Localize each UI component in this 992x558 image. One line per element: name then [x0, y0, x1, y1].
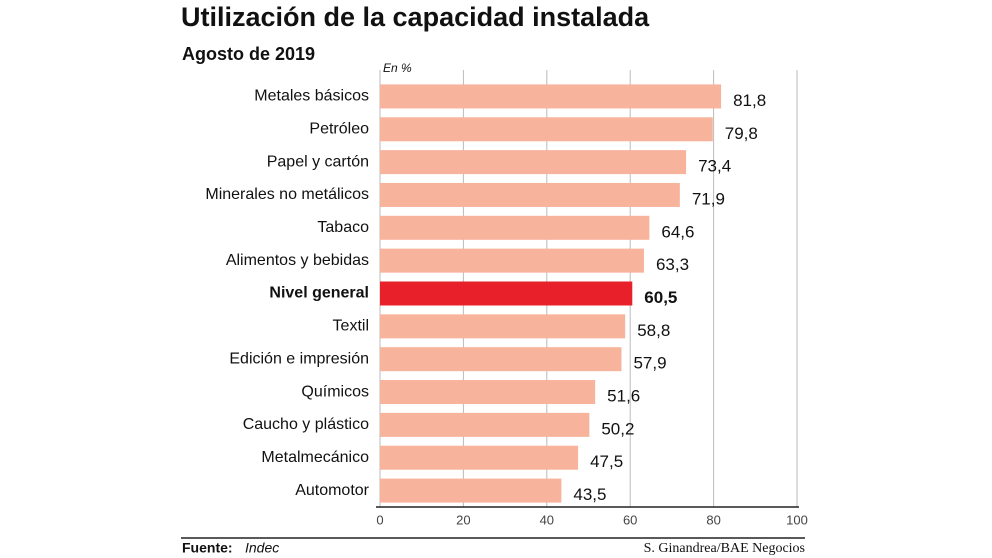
source-label: Fuente:	[182, 540, 233, 556]
bar	[380, 314, 626, 339]
chart-subtitle: Agosto de 2019	[182, 44, 315, 64]
bar	[380, 347, 622, 372]
category-label: Alimentos y bebidas	[226, 252, 369, 269]
value-label: 73,4	[698, 157, 731, 176]
bar	[380, 182, 680, 207]
category-label: Tabaco	[317, 219, 369, 236]
value-label: 57,9	[633, 354, 666, 373]
bar	[380, 215, 650, 240]
value-label: 47,5	[590, 452, 623, 471]
category-label: Metalmecánico	[261, 449, 369, 466]
x-tick-label: 100	[786, 512, 808, 527]
value-label: 79,8	[725, 124, 758, 143]
bar	[380, 412, 590, 437]
source: Indec	[245, 540, 279, 556]
value-label: 60,5	[644, 288, 677, 307]
x-tick-label: 80	[706, 512, 720, 527]
x-tick-label: 40	[540, 512, 554, 527]
bar	[380, 117, 713, 142]
category-label: Caucho y plástico	[243, 416, 369, 433]
category-label: Petróleo	[309, 120, 369, 137]
bar	[380, 281, 633, 306]
bar	[380, 84, 722, 109]
value-label: 51,6	[607, 387, 640, 406]
bar	[380, 445, 579, 470]
category-label: Edición e impresión	[229, 350, 369, 367]
value-label: 71,9	[692, 189, 725, 208]
category-label: Nivel general	[269, 285, 369, 302]
bar	[380, 380, 596, 405]
value-label: 58,8	[637, 321, 670, 340]
x-tick-label: 20	[456, 512, 470, 527]
bar	[380, 248, 644, 273]
unit-label: En %	[383, 61, 412, 75]
category-label: Minerales no metálicos	[205, 186, 369, 203]
category-label: Papel y cartón	[267, 153, 369, 170]
chart-title: Utilización de la capacidad instalada	[181, 2, 650, 32]
value-label: 63,3	[656, 255, 689, 274]
bar	[380, 150, 687, 175]
category-label: Metales básicos	[254, 88, 369, 105]
bar	[380, 478, 562, 503]
category-label: Automotor	[295, 482, 369, 499]
value-label: 43,5	[573, 485, 606, 504]
credit: S. Ginandrea/BAE Negocios	[644, 541, 805, 556]
category-label: Químicos	[301, 383, 369, 400]
x-tick-label: 0	[376, 512, 383, 527]
x-tick-label: 60	[623, 512, 637, 527]
value-label: 50,2	[601, 419, 634, 438]
category-label: Textil	[333, 318, 369, 335]
value-label: 81,8	[733, 91, 766, 110]
value-label: 64,6	[661, 222, 694, 241]
